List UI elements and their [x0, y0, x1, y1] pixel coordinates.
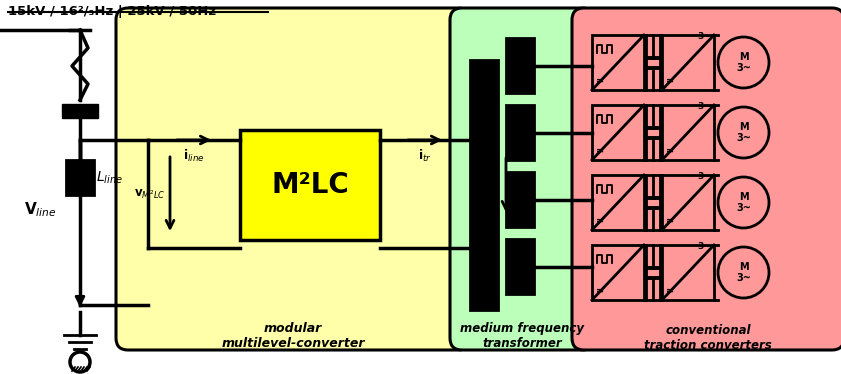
Text: 15kV / 16²/₃Hz | 25kV / 50Hz: 15kV / 16²/₃Hz | 25kV / 50Hz — [8, 5, 216, 18]
Text: 3~: 3~ — [697, 32, 711, 41]
Bar — [506, 172, 534, 227]
FancyBboxPatch shape — [572, 8, 841, 350]
Text: modular
multilevel-converter: modular multilevel-converter — [221, 322, 365, 350]
Text: 3~: 3~ — [697, 102, 711, 111]
Bar — [662, 105, 714, 160]
Text: =: = — [596, 146, 604, 156]
Text: M
3~: M 3~ — [736, 52, 751, 73]
Bar — [662, 35, 714, 90]
Text: $L_{line}$: $L_{line}$ — [96, 169, 123, 186]
Text: $\mathbf{V}_{line}$: $\mathbf{V}_{line}$ — [24, 200, 56, 219]
Text: =: = — [596, 76, 604, 86]
Text: M
3~: M 3~ — [736, 122, 751, 143]
Bar — [470, 60, 498, 310]
Bar — [62, 104, 98, 118]
Bar — [240, 130, 380, 240]
Bar — [592, 105, 644, 160]
Bar — [662, 175, 714, 230]
Text: $\mathbf{i}_{line}$: $\mathbf{i}_{line}$ — [183, 148, 205, 164]
Text: $\mathbf{v}_{tr}$: $\mathbf{v}_{tr}$ — [509, 178, 526, 191]
Bar — [592, 175, 644, 230]
Text: 3~: 3~ — [697, 242, 711, 251]
Bar — [662, 245, 714, 300]
Bar — [66, 160, 94, 195]
Text: =: = — [666, 76, 674, 86]
Text: $\mathbf{i}_{tr}$: $\mathbf{i}_{tr}$ — [418, 148, 432, 164]
FancyBboxPatch shape — [450, 8, 594, 350]
Bar — [506, 38, 534, 93]
Text: conventional
traction converters: conventional traction converters — [644, 324, 772, 352]
Text: M
3~: M 3~ — [736, 192, 751, 213]
Text: 3~: 3~ — [697, 172, 711, 181]
Text: =: = — [596, 216, 604, 226]
Text: =: = — [666, 146, 674, 156]
Text: M²LC: M²LC — [271, 171, 349, 199]
Text: medium frequency
transformer: medium frequency transformer — [460, 322, 584, 350]
Bar — [592, 245, 644, 300]
FancyBboxPatch shape — [116, 8, 470, 350]
Text: $\mathbf{v}_{M^2LC}$: $\mathbf{v}_{M^2LC}$ — [135, 187, 166, 200]
Bar — [506, 105, 534, 160]
Bar — [506, 239, 534, 294]
Text: =: = — [596, 286, 604, 296]
Text: =: = — [666, 286, 674, 296]
Bar — [592, 35, 644, 90]
Text: M
3~: M 3~ — [736, 262, 751, 283]
Text: =: = — [666, 216, 674, 226]
